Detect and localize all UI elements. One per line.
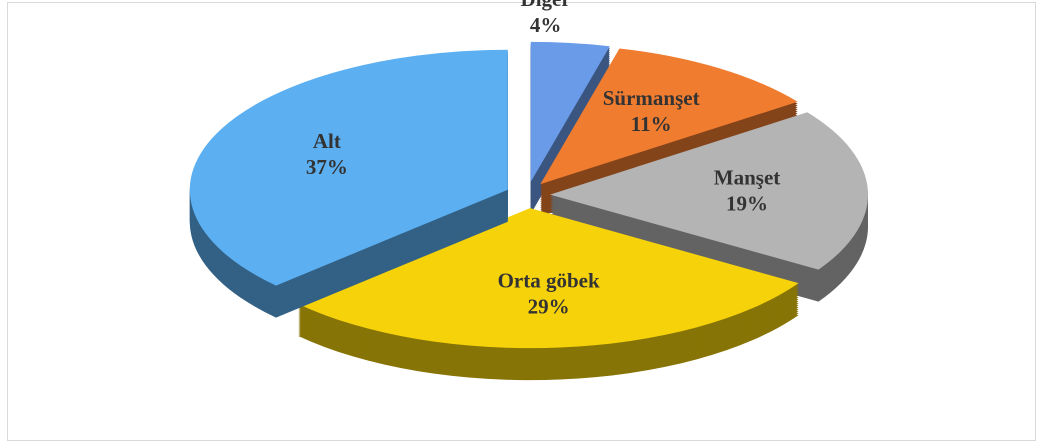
slice-value-label: 11% [631,112,672,136]
slice-top [549,112,868,270]
slice-top [540,48,798,185]
slice [298,208,799,381]
slice-value-label: 4% [530,13,562,37]
slice-value-label: 37% [306,155,348,179]
slice-top [298,208,799,349]
slice [549,112,868,302]
slice [189,49,508,318]
slice-label: Orta göbek [498,268,600,292]
slice-top [189,49,508,286]
slice-top [530,41,610,182]
slice-label: Alt [313,129,341,153]
slice [540,48,798,217]
slice-label: Sürmanşet [603,86,700,110]
slice-label: Manşet [714,166,781,190]
slice-value-label: 29% [528,294,570,318]
slice-label: Diğer [521,0,571,11]
slice-value-label: 19% [726,192,768,216]
